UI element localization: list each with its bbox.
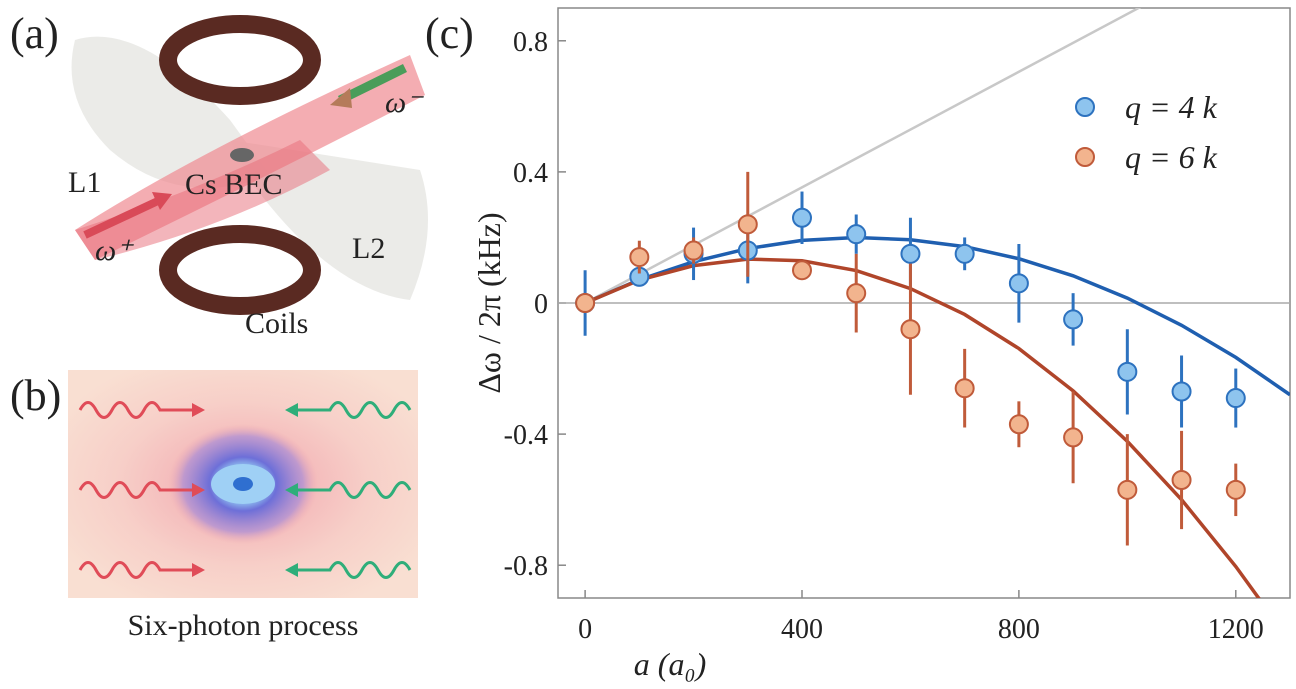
data-point <box>900 243 921 264</box>
label-bec: Cs BEC <box>185 168 283 201</box>
legend-marker <box>1075 97 1095 117</box>
y-tick-label: -0.8 <box>504 551 548 582</box>
panel-label: (c) <box>425 9 474 58</box>
data-point <box>683 240 704 261</box>
label-coils: Coils <box>245 307 308 340</box>
label-l2: L2 <box>352 232 385 265</box>
panel-a-illustration <box>71 15 428 315</box>
x-tick-label: 0 <box>578 614 592 645</box>
y-tick-label: -0.4 <box>504 420 548 451</box>
panel-b-illustration <box>68 370 418 598</box>
y-tick-label: 0 <box>534 289 548 320</box>
data-point <box>1171 470 1192 490</box>
data-point <box>1117 479 1138 500</box>
x-tick-label: 1200 <box>1208 614 1264 645</box>
plot: -0.8 -0.4 0 0.4 0.8 0 400 800 1200 q = 4 k q = 6 k <box>504 8 1290 645</box>
data-point <box>1171 381 1192 402</box>
data-point <box>1008 273 1029 294</box>
data-point <box>954 243 975 264</box>
data-point <box>1063 309 1084 330</box>
fit-curve <box>584 235 1290 397</box>
label-omega-minus: ω⁻ <box>385 86 424 119</box>
data-point <box>575 293 596 313</box>
label-omega-plus: ω⁺ <box>95 234 134 267</box>
data-point <box>954 378 975 399</box>
data-point <box>900 319 921 340</box>
data-point <box>1008 414 1029 435</box>
legend-label: q = 6 k <box>1125 139 1218 175</box>
data-point <box>846 283 867 304</box>
y-axis-label: Δω / 2π (kHz) <box>471 212 507 393</box>
data-point <box>1063 427 1084 448</box>
data-point <box>792 260 812 281</box>
panel-label: (b) <box>10 371 61 420</box>
data-point <box>846 224 867 245</box>
data-point <box>1225 479 1246 500</box>
legend-marker <box>1075 147 1095 167</box>
y-tick-label: 0.4 <box>513 158 548 189</box>
data-point <box>737 214 758 235</box>
y-tick-label: 0.8 <box>513 27 548 58</box>
legend-label: q = 4 k <box>1125 89 1218 125</box>
data-point <box>629 247 650 268</box>
x-tick-label: 800 <box>998 614 1040 645</box>
fit-curve <box>584 257 1261 598</box>
x-axis-label: a (a₀) <box>634 646 706 682</box>
label-l1: L1 <box>68 166 101 199</box>
data-point <box>792 207 812 228</box>
caption: Six-photon process <box>128 609 359 642</box>
panel-label: (a) <box>10 9 59 58</box>
data-point <box>1117 361 1138 382</box>
x-tick-label: 400 <box>781 614 823 645</box>
data-point <box>1225 388 1246 409</box>
